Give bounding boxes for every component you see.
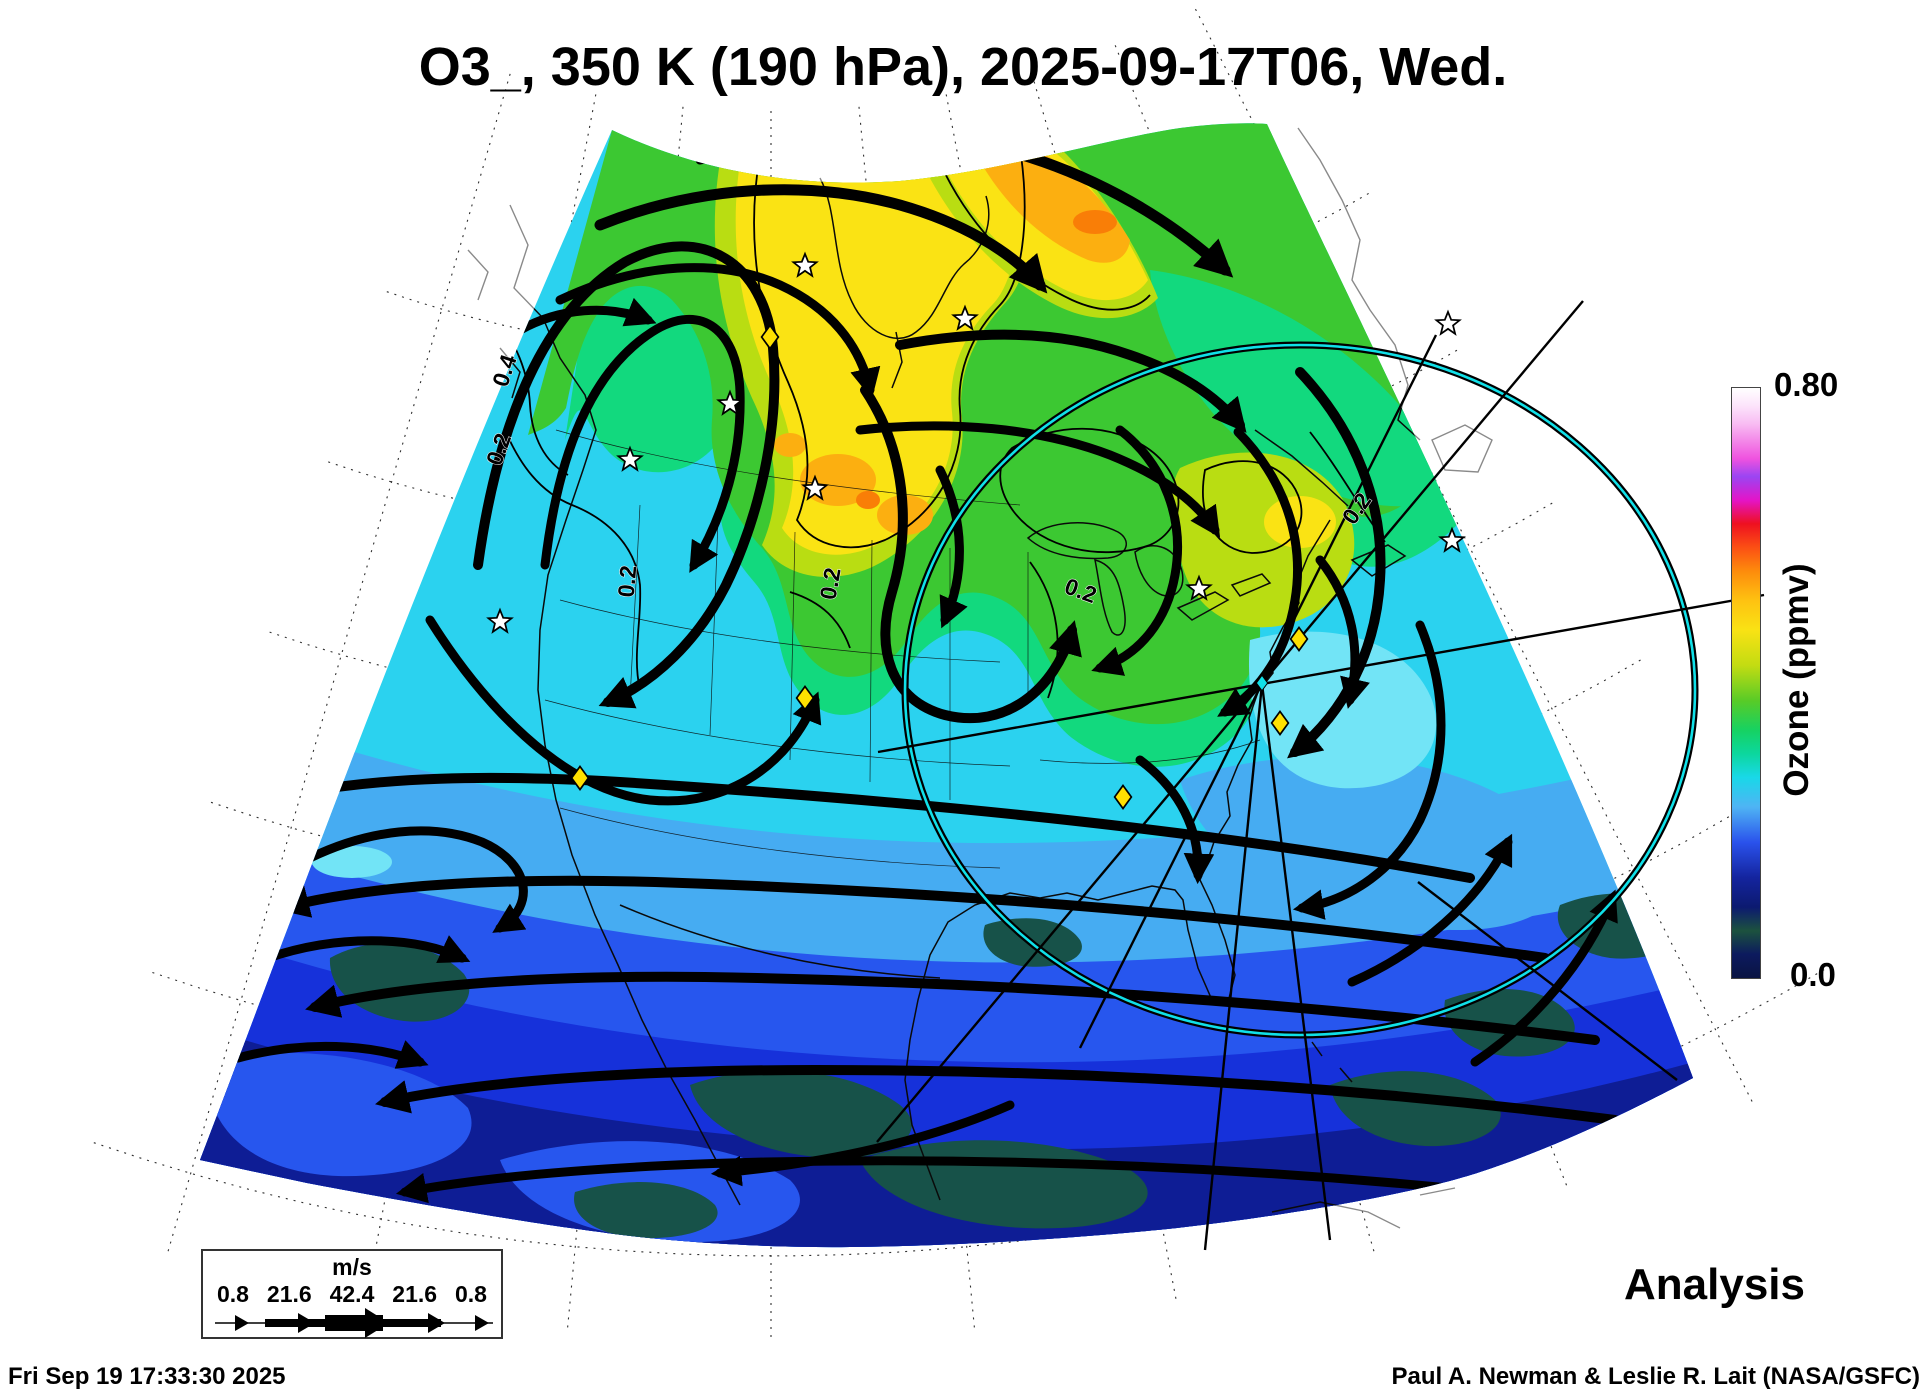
station-star-icon <box>1435 311 1461 335</box>
contour-value-label: 0.2 <box>613 564 642 598</box>
contour-value-label: 0.2 <box>815 566 846 602</box>
colorbar-title: Ozone (ppmv) <box>1777 563 1816 797</box>
generation-timestamp: Fri Sep 19 17:33:30 2025 <box>8 1363 286 1390</box>
wind-unit-label: m/s <box>332 1254 372 1280</box>
wind-tick-labels: 0.8 21.6 42.4 21.6 0.8 <box>217 1281 487 1308</box>
ozone-contours <box>479 151 1386 699</box>
range-ring <box>903 343 1697 1037</box>
wind-tick: 42.4 <box>329 1281 375 1307</box>
credit-line: Paul A. Newman & Leslie R. Lait (NASA/GS… <box>1391 1363 1920 1390</box>
cross-section-lines <box>876 300 1765 1251</box>
wind-tick: 0.8 <box>217 1281 249 1307</box>
wind-streamlines <box>233 144 1620 1204</box>
wind-tick: 21.6 <box>392 1281 438 1307</box>
colorbar <box>1731 387 1761 979</box>
colorbar-min-label: 0.0 <box>1790 956 1836 993</box>
plot-title: O3_, 350 K (190 hPa), 2025-09-17T06, Wed… <box>418 37 1508 97</box>
colorbar-max-label: 0.80 <box>1774 366 1839 403</box>
wind-tick: 0.8 <box>454 1281 487 1307</box>
wind-speed-legend: m/s 0.8 21.6 42.4 21.6 0.8 <box>201 1249 503 1339</box>
analysis-label: Analysis <box>1624 1260 1805 1309</box>
wind-tick: 21.6 <box>266 1281 312 1307</box>
state-borders <box>544 429 1261 869</box>
wind-scale-arrow <box>215 1308 493 1338</box>
